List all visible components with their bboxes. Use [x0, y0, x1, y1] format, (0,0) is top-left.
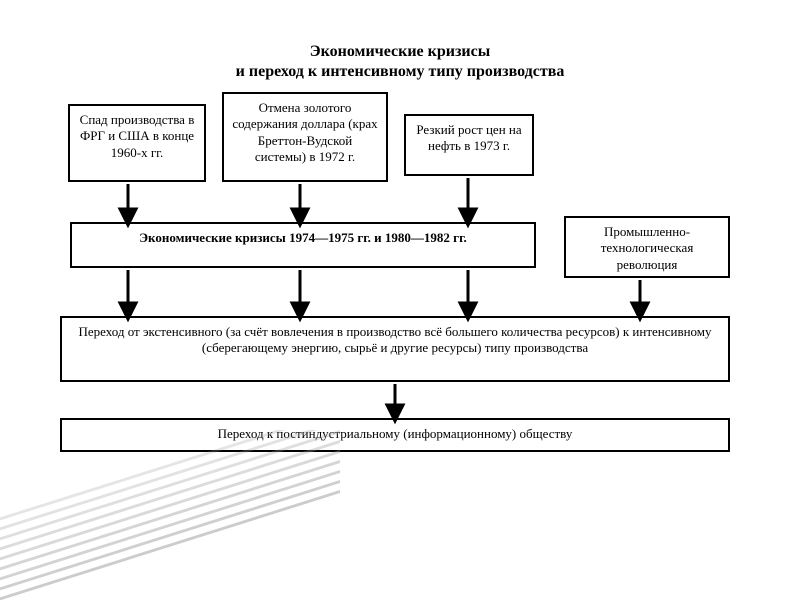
diagram-title: Экономические кризисы и переход к интенс…: [140, 42, 660, 82]
node-text: Переход к постиндустриальному (информаци…: [218, 426, 573, 441]
node-text: Спад производства в ФРГ и США в конце 19…: [80, 112, 195, 160]
node-economic-crises: Экономические кризисы 1974—1975 гг. и 19…: [70, 222, 536, 268]
node-text: Резкий рост цен на нефть в 1973 г.: [416, 122, 521, 153]
node-text: Отмена золотого содержания доллара (крах…: [232, 100, 377, 164]
node-text: Переход от экстенсивного (за счёт вовлеч…: [78, 324, 711, 355]
node-cause-oil-prices: Резкий рост цен на нефть в 1973 г.: [404, 114, 534, 176]
node-text: Промышленно-технологическая революция: [601, 224, 694, 272]
decorative-stripes: [0, 430, 340, 600]
diagram-canvas: Экономические кризисы и переход к интенс…: [0, 0, 800, 600]
node-intensive-transition: Переход от экстенсивного (за счёт вовлеч…: [60, 316, 730, 382]
arrows-layer: [0, 0, 800, 600]
title-line-1: Экономические кризисы: [310, 43, 490, 60]
node-postindustrial: Переход к постиндустриальному (информаци…: [60, 418, 730, 452]
title-line-2: и переход к интенсивному типу производст…: [236, 63, 565, 80]
node-text: Экономические кризисы 1974—1975 гг. и 19…: [139, 230, 467, 245]
node-tech-revolution: Промышленно-технологическая революция: [564, 216, 730, 278]
node-cause-frg-usa: Спад производства в ФРГ и США в конце 19…: [68, 104, 206, 182]
node-cause-bretton-woods: Отмена золотого содержания доллара (крах…: [222, 92, 388, 182]
